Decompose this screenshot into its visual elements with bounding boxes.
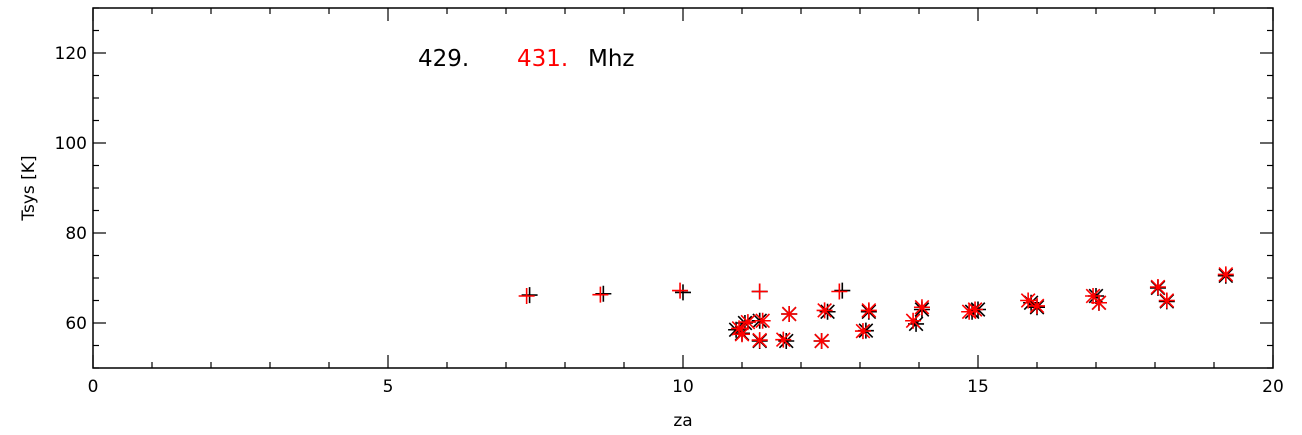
plus-marker — [751, 283, 768, 300]
legend-label-431: 431. — [517, 46, 568, 72]
legend-label-429: 429. — [418, 46, 469, 72]
y-tick-label: 100 — [55, 134, 87, 154]
legend-label-unit: Mhz — [588, 46, 635, 72]
series-1 — [518, 266, 1234, 349]
x-tick-label: 0 — [88, 377, 99, 397]
y-axis-title: Tsys [K] — [19, 155, 39, 221]
x-axis-title: za — [673, 411, 692, 431]
star-marker — [739, 314, 756, 331]
x-tick-label: 15 — [967, 377, 989, 397]
star-marker — [754, 312, 771, 329]
plot-frame — [92, 7, 1274, 369]
star-marker — [778, 333, 795, 349]
star-marker — [967, 301, 984, 318]
plus-marker — [595, 285, 612, 302]
plus-marker — [518, 288, 535, 304]
star-marker — [751, 332, 768, 349]
plus-marker — [592, 286, 609, 303]
star-marker — [775, 331, 792, 348]
star-marker — [1149, 279, 1166, 295]
plus-marker — [521, 287, 538, 304]
data-markers — [518, 266, 1234, 349]
star-marker — [1217, 266, 1234, 283]
star-marker — [905, 312, 922, 329]
plus-marker — [834, 282, 851, 299]
star-marker — [734, 326, 750, 343]
star-marker — [913, 299, 930, 316]
star-marker — [961, 303, 978, 320]
star-marker — [854, 323, 871, 340]
x-tick-label: 10 — [672, 377, 694, 397]
y-tick-label: 60 — [65, 314, 87, 334]
legend: 429. 431. Mhz — [418, 46, 635, 72]
axis-tick-labels: 0 5 10 15 20 60 80 100 120 — [55, 44, 1284, 397]
star-marker — [1029, 297, 1045, 314]
star-marker — [1090, 294, 1107, 311]
star-marker — [781, 306, 798, 322]
y-tick-label: 120 — [55, 44, 87, 64]
y-tick-label: 80 — [65, 224, 87, 244]
axis-ticks — [92, 7, 1274, 369]
star-marker — [1020, 292, 1037, 309]
star-marker — [819, 303, 836, 320]
plus-marker — [672, 282, 689, 299]
star-marker — [728, 321, 745, 338]
x-tick-label: 5 — [383, 377, 394, 397]
star-marker — [1158, 292, 1175, 309]
series-0 — [521, 267, 1234, 349]
plus-marker — [831, 283, 848, 300]
star-marker — [813, 333, 830, 349]
plus-marker — [675, 284, 691, 301]
star-marker — [816, 302, 833, 319]
x-tick-label: 20 — [1262, 377, 1284, 397]
star-marker — [731, 320, 748, 337]
star-marker — [860, 302, 877, 319]
